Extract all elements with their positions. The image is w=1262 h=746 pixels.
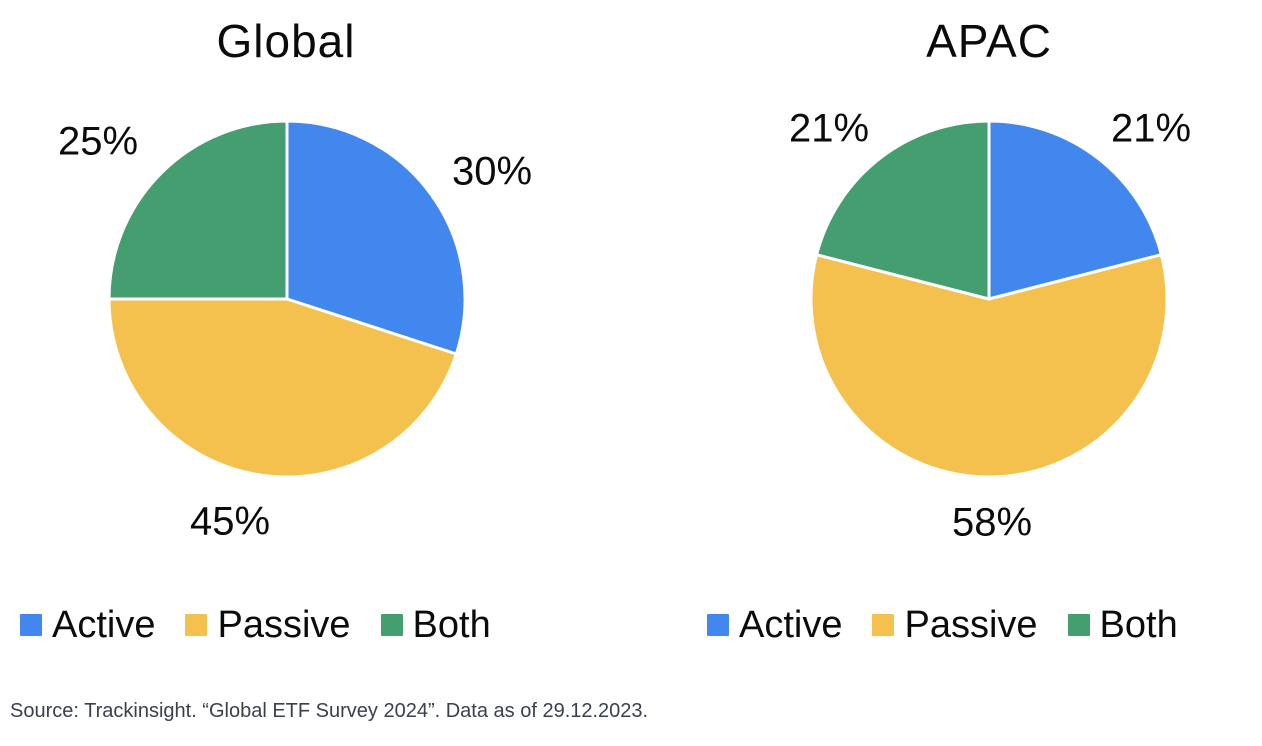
legend-label-active: Active	[739, 604, 843, 646]
chart-title-apac: APAC	[926, 15, 1052, 67]
pie-slice-both[interactable]	[815, 119, 991, 301]
legend-swatch-passive	[185, 614, 208, 636]
legend-item-global-active[interactable]: Active	[20, 606, 155, 644]
slice-label-global-both: 25%	[57, 119, 139, 164]
legend-label-passive: Passive	[217, 604, 351, 646]
pie-slice-active[interactable]	[285, 119, 467, 356]
slice-label-global-active: 30%	[451, 149, 533, 194]
legend-item-apac-both[interactable]: Both	[1067, 604, 1178, 646]
pie-slice-passive[interactable]	[107, 297, 458, 479]
legend-item-apac-passive[interactable]: Passive	[872, 604, 1038, 646]
legend-swatch-both	[380, 614, 403, 636]
legend-swatch-active	[707, 614, 729, 636]
legend-swatch-passive	[872, 614, 895, 636]
pie-chart-global	[107, 119, 467, 479]
legend-label-both: Both	[1099, 604, 1178, 646]
slice-label-apac-passive: 58%	[951, 500, 1033, 545]
legend-label-passive: Passive	[904, 604, 1038, 646]
pie-slice-passive[interactable]	[809, 253, 1169, 479]
legend-item-global-passive[interactable]: Passive	[185, 604, 351, 646]
pie-slice-active[interactable]	[987, 119, 1163, 301]
legend-label-active: Active	[52, 604, 156, 646]
pie-chart-apac	[809, 119, 1169, 479]
pie-slice-both[interactable]	[107, 119, 289, 301]
legend-item-global-both[interactable]: Both	[380, 604, 491, 646]
legend-label-both: Both	[412, 604, 491, 646]
chart-title-global: Global	[216, 15, 356, 67]
slice-label-apac-active: 21%	[1110, 106, 1192, 151]
slice-label-global-passive: 45%	[189, 499, 271, 544]
legend-apac: Active Passive Both	[707, 606, 1178, 644]
legend-swatch-both	[1067, 614, 1090, 636]
source-note: Source: Trackinsight. “Global ETF Survey…	[10, 700, 649, 722]
legend-swatch-active	[20, 614, 42, 636]
legend-item-apac-active[interactable]: Active	[707, 606, 842, 644]
legend-global: Active Passive Both	[20, 606, 491, 644]
slice-label-apac-both: 21%	[788, 106, 870, 151]
